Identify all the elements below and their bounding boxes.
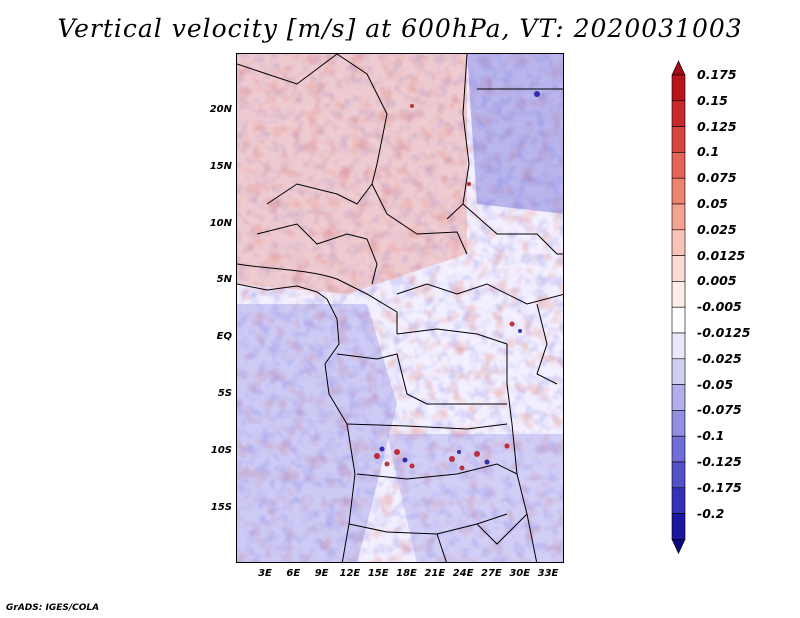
lat-label: 10S xyxy=(210,444,232,456)
colorbar-label: -0.005 xyxy=(697,299,742,315)
colorbar-label: 0.0125 xyxy=(697,247,746,263)
colorbar-swatch xyxy=(671,229,686,256)
colorbar-swatch xyxy=(671,332,686,360)
velocity-field xyxy=(237,54,563,562)
colorbar-swatch xyxy=(671,461,686,489)
credit-text: GrADS: IGES/COLA xyxy=(6,603,100,613)
lon-label: 18E xyxy=(396,568,417,579)
colorbar-swatch xyxy=(671,152,686,179)
velocity-map xyxy=(236,53,564,563)
lat-label: 5S xyxy=(217,388,232,399)
lon-label: 21E xyxy=(424,568,446,579)
colorbar-swatch xyxy=(671,255,686,282)
colorbar-label: 0.05 xyxy=(697,196,728,211)
lon-label: 27E xyxy=(481,568,502,579)
colorbar-swatch xyxy=(671,513,686,540)
colorbar-label: -0.05 xyxy=(697,376,734,392)
colorbar-swatch xyxy=(671,126,686,153)
colorbar-swatch xyxy=(671,306,686,334)
colorbar-top-arrow xyxy=(671,60,686,76)
lon-label: 3E xyxy=(258,568,272,579)
lon-label: 24E xyxy=(452,568,474,579)
colorbar-swatch xyxy=(671,435,686,463)
lat-label: EQ xyxy=(216,331,232,343)
colorbar-swatch xyxy=(671,384,686,411)
colorbar-bottom-arrow xyxy=(671,539,686,555)
colorbar-label: -0.125 xyxy=(697,454,742,469)
lon-label: 15E xyxy=(367,568,389,579)
colorbar-label: -0.075 xyxy=(697,402,742,418)
colorbar-label: 0.175 xyxy=(697,67,737,82)
colorbar-swatch xyxy=(671,74,686,102)
colorbar-label: -0.1 xyxy=(697,428,725,444)
colorbar-swatch xyxy=(671,100,686,127)
lat-label: 5N xyxy=(216,274,232,286)
colorbar-label: 0.15 xyxy=(697,92,728,108)
colorbar-label: -0.2 xyxy=(697,505,725,521)
map-title: Vertical velocity [m/s] at 600hPa, VT: 2… xyxy=(57,14,743,43)
lon-label: 12E xyxy=(339,568,361,579)
colorbar-swatch xyxy=(671,281,686,308)
colorbar-swatch xyxy=(671,358,686,385)
lon-label: 30E xyxy=(509,568,531,579)
colorbar-label: 0.005 xyxy=(697,273,737,289)
colorbar-label: -0.0125 xyxy=(697,325,751,340)
lon-label: 6E xyxy=(286,568,301,579)
colorbar-swatches xyxy=(671,60,686,555)
lon-label: 9E xyxy=(314,568,329,579)
lat-label: 15N xyxy=(209,160,232,172)
colorbar-label: -0.025 xyxy=(697,350,742,366)
colorbar-label: 0.1 xyxy=(697,144,720,160)
colorbar-label: -0.175 xyxy=(697,479,742,495)
lon-label: 33E xyxy=(537,568,559,579)
colorbar-swatch xyxy=(671,410,686,437)
colorbar-label: 0.125 xyxy=(697,118,737,134)
colorbar-swatch xyxy=(671,487,686,514)
colorbar-label: 0.025 xyxy=(697,221,737,237)
colorbar-swatch xyxy=(671,203,686,231)
colorbar-swatch xyxy=(671,177,686,205)
colorbar-label: 0.075 xyxy=(697,170,737,186)
lat-label: 20N xyxy=(209,104,232,115)
lat-label: 10N xyxy=(209,217,232,229)
lat-label: 15S xyxy=(210,501,232,513)
